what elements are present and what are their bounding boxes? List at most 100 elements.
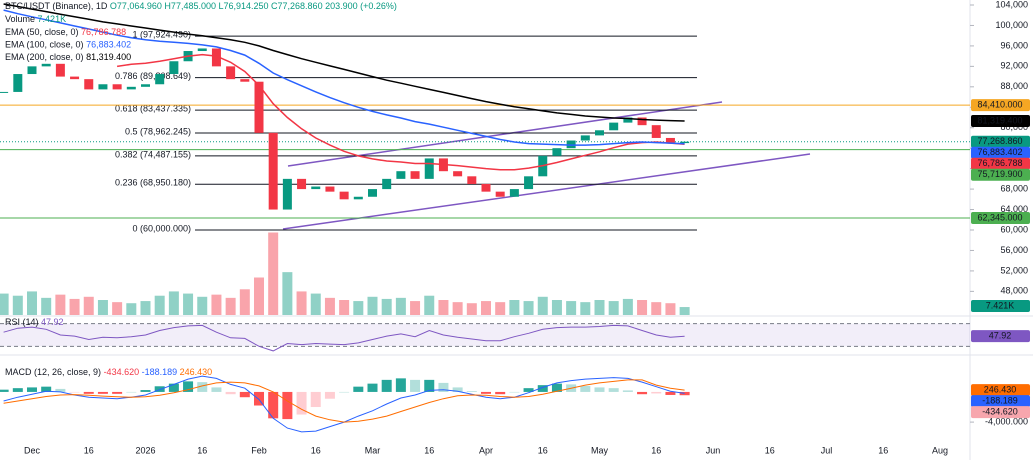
legend: RSI (14) 47.92 <box>5 317 64 327</box>
volume-bar <box>126 303 137 315</box>
candle <box>0 91 9 93</box>
macd-tag-bg <box>971 395 1030 408</box>
x-tick-label: Aug <box>932 445 948 455</box>
candle <box>637 117 647 126</box>
candle <box>70 76 80 80</box>
macd-histogram-bar <box>367 383 378 392</box>
legend-value: 246.430 <box>180 367 213 377</box>
legend-name: Volume <box>5 14 35 24</box>
candle <box>552 148 562 156</box>
x-tick-label: 2026 <box>135 445 155 455</box>
volume-bar <box>466 303 477 315</box>
volume-bar <box>665 303 676 315</box>
price-tag-bg <box>971 114 1030 127</box>
legend: MACD (12, 26, close, 9) -434.620 -188.18… <box>5 367 212 377</box>
candle <box>665 137 675 144</box>
rsi-tag: 47.92 <box>989 331 1012 341</box>
ohlc: O77,064.960 H77,485.000 L76,914.250 C77,… <box>110 1 397 11</box>
candle <box>98 84 108 90</box>
candle <box>580 135 590 141</box>
volume-bar <box>12 295 23 315</box>
signal-line <box>3 379 685 423</box>
fib-label: 0.5 (78,962.245) <box>125 126 191 136</box>
candle <box>353 196 363 200</box>
price-tag-bg <box>971 135 1030 148</box>
legend-value: 47.92 <box>41 317 64 327</box>
legend: BTC/USDT (Binance), 1D O77,064.960 H77,4… <box>5 1 397 11</box>
macd-histogram-bar <box>83 391 94 394</box>
x-tick-label: 16 <box>311 445 321 455</box>
macd-histogram-bar <box>424 379 435 392</box>
macd-histogram-bar <box>608 388 619 392</box>
macd-histogram-bar <box>239 391 250 398</box>
macd-histogram-bar <box>665 391 676 395</box>
macd-histogram-bar <box>41 386 52 392</box>
macd-histogram-bar <box>225 391 236 395</box>
x-tick-label: 16 <box>538 445 548 455</box>
x-tick-label: 16 <box>878 445 888 455</box>
x-tick-label: Feb <box>251 445 267 455</box>
volume-bar <box>268 232 279 315</box>
macd-histogram-bar <box>69 391 80 393</box>
volume-bar <box>481 301 491 315</box>
macd-histogram-bar <box>495 391 506 395</box>
macd-histogram-bar <box>183 381 194 392</box>
y-tick-label: 52,000 <box>1000 265 1028 275</box>
y-tick-label: 92,000 <box>1000 61 1028 71</box>
volume-bar <box>523 301 534 315</box>
y-tick-label: 88,000 <box>1000 81 1028 91</box>
fib-label: 0.786 (89,808.649) <box>115 71 191 81</box>
volume-bar <box>594 300 605 315</box>
macd-histogram-bar <box>296 391 307 415</box>
volume-bar <box>296 291 307 315</box>
x-tick-label: Jun <box>706 445 721 455</box>
volume-bar <box>225 297 236 315</box>
volume-bar <box>97 300 108 315</box>
macd-histogram-bar <box>168 383 179 392</box>
volume-bar <box>112 302 123 315</box>
candle <box>211 48 221 67</box>
macd-histogram-bar <box>523 388 534 392</box>
price-tag: 81,319.400 <box>977 115 1022 125</box>
volume-bar <box>551 300 562 315</box>
y-tick-label: 68,000 <box>1000 183 1028 193</box>
volume-bar <box>580 302 591 315</box>
rsi-line <box>3 324 685 352</box>
candle <box>155 74 165 85</box>
macd-histogram-bar <box>509 391 520 393</box>
price-tag-bg <box>971 212 1030 225</box>
y-tick-label: 80,000 <box>1000 122 1028 132</box>
macd-histogram-bar <box>381 379 392 392</box>
volume-tag-bg <box>971 300 1030 313</box>
candle <box>126 86 136 90</box>
candle <box>141 84 150 87</box>
x-tick-label: 16 <box>765 445 775 455</box>
x-tick-label: Jul <box>821 445 833 455</box>
x-tick-label: 16 <box>84 445 94 455</box>
y-tick-label: 96,000 <box>1000 40 1028 50</box>
candle <box>481 183 491 192</box>
candle <box>410 171 420 179</box>
fib-label: 0 (60,000.000) <box>132 223 191 233</box>
legend-name: MACD (12, 26, close, 9) <box>5 367 101 377</box>
candle <box>595 130 604 136</box>
legend-name: EMA (50, close, 0) <box>5 27 79 37</box>
candle <box>651 125 661 138</box>
candle <box>197 48 207 52</box>
y-tick-label: 64,000 <box>1000 204 1028 214</box>
macd-histogram-bar <box>211 387 222 392</box>
macd-histogram-bar <box>651 391 662 394</box>
volume-bar <box>41 297 52 315</box>
macd-histogram-bar <box>537 385 548 392</box>
price-tag-bg <box>971 146 1030 159</box>
macd-histogram-bar <box>551 383 562 392</box>
x-tick-label: Apr <box>479 445 493 455</box>
candle <box>467 176 477 184</box>
legend-value: 81,319.400 <box>86 52 131 62</box>
x-tick-label: Dec <box>24 445 41 455</box>
price-tag-bg <box>971 157 1030 170</box>
macd-histogram-bar <box>395 378 406 392</box>
fib-label: 1 (97,924.490) <box>132 29 191 39</box>
candle <box>325 186 335 192</box>
